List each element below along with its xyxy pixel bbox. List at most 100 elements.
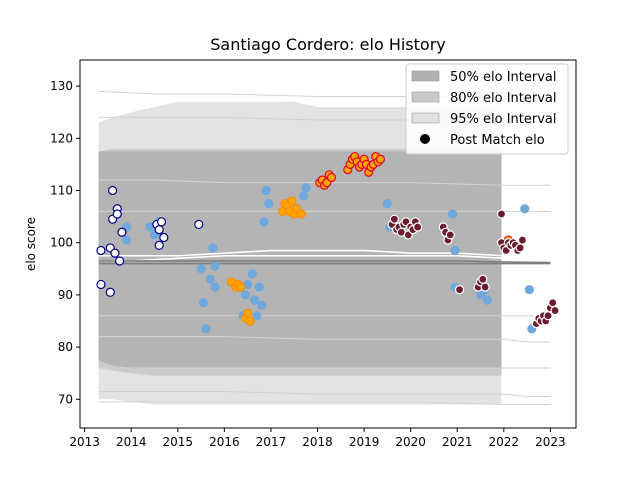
- y-tick-label: 100: [50, 236, 73, 250]
- x-tick-label: 2022: [489, 435, 520, 449]
- elo-point: [264, 198, 274, 209]
- elo-point: [389, 214, 399, 224]
- legend-label: 95% elo Interval: [450, 112, 557, 127]
- elo-point: [105, 287, 115, 297]
- elo-point: [240, 290, 250, 300]
- elo-point: [96, 245, 106, 256]
- elo-point: [524, 285, 535, 295]
- elo-point: [205, 274, 216, 284]
- mean-elo-line-2: [98, 254, 551, 262]
- legend-label: 80% elo Interval: [450, 91, 557, 106]
- y-tick-label: 110: [50, 183, 73, 197]
- elo-point: [543, 311, 553, 321]
- legend-swatch: [411, 70, 440, 82]
- elo-point: [245, 316, 255, 326]
- elo-point: [236, 282, 246, 292]
- elo-point: [301, 183, 311, 193]
- elo-point: [210, 282, 220, 292]
- x-tick-label: 2021: [442, 435, 473, 449]
- elo-point: [201, 324, 211, 334]
- elo-point: [257, 300, 267, 310]
- elo-point: [121, 235, 132, 245]
- elo-point: [250, 295, 260, 305]
- elo-point: [114, 256, 125, 266]
- elo-point: [326, 172, 337, 183]
- legend-box: [405, 63, 569, 155]
- y-axis: 70 80 90 100 110 120 130: [50, 79, 80, 406]
- x-tick-label: 2018: [302, 435, 333, 449]
- y-tick-label: 80: [58, 340, 73, 354]
- elo-point: [375, 154, 385, 164]
- x-axis: 2013 2014 2015 2016 2017 2018 2019 2020 2021 2022…: [69, 428, 566, 449]
- x-tick-label: 2019: [349, 435, 380, 449]
- y-tick-label: 90: [58, 288, 73, 302]
- elo-point: [208, 243, 218, 253]
- interval-line-9: [98, 401, 551, 406]
- legend-label: Post Match elo: [450, 133, 545, 148]
- elo-point: [159, 232, 169, 243]
- elo-point: [259, 217, 269, 227]
- elo-point: [496, 209, 507, 219]
- y-tick-label: 130: [50, 79, 73, 93]
- legend-swatch: [411, 112, 440, 124]
- elo-point: [454, 285, 465, 295]
- elo-point: [287, 196, 297, 206]
- interval-line-3: [98, 179, 551, 186]
- elo-point: [110, 248, 120, 258]
- elo-point: [382, 198, 392, 209]
- elo-point: [517, 235, 528, 245]
- y-axis-label: elo score: [24, 217, 38, 271]
- legend-swatch: [411, 91, 440, 103]
- interval-band-3: [98, 151, 502, 368]
- legend-marker: [420, 134, 430, 144]
- elo-point: [210, 261, 220, 271]
- elo-point: [450, 245, 460, 256]
- elo-point: [108, 185, 118, 196]
- x-tick-label: 2016: [209, 435, 240, 449]
- x-tick-label: 2015: [163, 435, 194, 449]
- x-tick-label: 2013: [69, 435, 100, 449]
- plot-area: [79, 59, 577, 429]
- elo-point: [447, 209, 458, 219]
- elo-point: [154, 225, 164, 235]
- chart-title: Santiago Cordero: elo History: [210, 35, 446, 54]
- y-tick-label: 120: [50, 131, 73, 145]
- x-tick-label: 2014: [116, 435, 147, 449]
- interval-line-8: [98, 390, 551, 398]
- elo-point: [198, 298, 209, 308]
- x-tick-label: 2017: [256, 435, 287, 449]
- interval-line-6: [98, 336, 551, 343]
- elo-point: [243, 308, 253, 318]
- elo-point: [96, 279, 106, 290]
- elo-point: [112, 209, 122, 219]
- elo-point: [515, 243, 525, 253]
- legend: 50% elo Interval 80% elo Interval 95% elo …: [405, 63, 569, 155]
- elo-point: [117, 227, 127, 237]
- y-tick-label: 70: [58, 392, 73, 406]
- x-tick-label: 2023: [535, 435, 566, 449]
- plot-frame: [79, 59, 577, 429]
- elo-point: [154, 240, 164, 250]
- elo-point: [247, 269, 257, 279]
- elo-point: [254, 282, 264, 292]
- elo-point: [548, 298, 558, 308]
- elo-point: [480, 282, 490, 292]
- elo-point: [520, 204, 530, 214]
- elo-point: [296, 209, 306, 219]
- elo-point: [194, 219, 204, 230]
- elo-point: [196, 264, 206, 274]
- x-tick-label: 2020: [395, 435, 426, 449]
- elo-point: [550, 305, 560, 316]
- legend-label: 50% elo Interval: [450, 70, 557, 85]
- mean-elo-line-1: [98, 249, 551, 257]
- elo-point: [482, 295, 493, 305]
- elo-point: [413, 222, 423, 232]
- mean-elo-line-3: [98, 260, 551, 264]
- elo-point: [156, 217, 167, 227]
- elo-point: [252, 311, 262, 321]
- elo-point: [445, 230, 455, 240]
- elo-point: [298, 191, 309, 201]
- elo-point: [478, 274, 488, 284]
